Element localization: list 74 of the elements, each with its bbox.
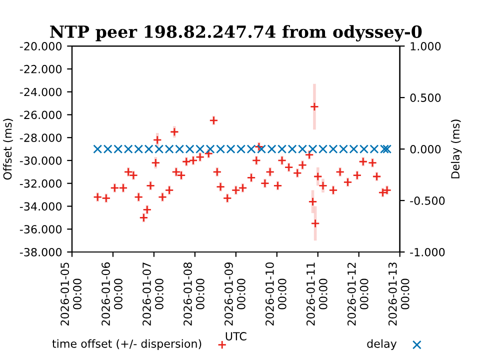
- point: [209, 116, 218, 125]
- x-tick-label: 2026-01-09 00:00: [224, 262, 246, 326]
- y-tick-label: -22.000: [20, 64, 62, 74]
- point: [310, 102, 319, 112]
- legend-label: delay: [367, 339, 397, 350]
- point: [260, 178, 270, 188]
- point: [204, 149, 214, 158]
- y-tick-label: -38.000: [20, 248, 62, 256]
- point: [273, 181, 282, 190]
- point: [284, 162, 294, 172]
- point: [124, 167, 133, 176]
- point: [176, 170, 186, 180]
- point: [212, 167, 222, 176]
- y-tick-label: -26.000: [20, 110, 62, 120]
- x-tick-label: 2026-01-11 00:00: [306, 262, 328, 326]
- point: [310, 218, 320, 228]
- point: [343, 178, 352, 187]
- point: [110, 183, 120, 192]
- point: [292, 168, 302, 178]
- point: [222, 194, 232, 203]
- y2-tick-label: 0.000: [410, 145, 441, 154]
- y-tick-label: -32.000: [20, 179, 62, 188]
- point: [151, 158, 160, 168]
- y2-axis-title: Delay (ms): [450, 120, 462, 178]
- point: [278, 156, 287, 165]
- point: [254, 142, 264, 152]
- point: [298, 160, 308, 170]
- x-tick-label: 2026-01-10 00:00: [266, 262, 286, 326]
- point: [152, 135, 162, 144]
- x-tick-label: 2026-01-08 00:00: [184, 262, 204, 326]
- y2-tick-label: 1.000: [410, 42, 441, 50]
- point: [128, 170, 138, 180]
- point: [336, 167, 345, 176]
- point: [164, 186, 174, 195]
- point: [216, 182, 226, 192]
- point: [352, 170, 362, 180]
- point: [118, 183, 128, 192]
- point: [170, 127, 179, 136]
- point: [304, 150, 314, 160]
- y-tick-label: -34.000: [20, 202, 62, 211]
- y-tick-label: -36.000: [20, 225, 62, 234]
- point: [313, 172, 322, 181]
- point: [266, 167, 275, 176]
- point: [158, 192, 167, 202]
- x-axis-title: UTC: [226, 332, 246, 340]
- point: [146, 181, 156, 190]
- point: [182, 157, 191, 166]
- point: [134, 192, 144, 202]
- x-tick-label: 2026-01-12 00:00: [347, 262, 368, 326]
- legend-label: time offset (+/- dispersion): [52, 339, 202, 350]
- point: [328, 186, 338, 195]
- y-tick-label: -24.000: [20, 88, 62, 96]
- point: [93, 192, 102, 202]
- y-axis-title: Offset (ms): [3, 118, 13, 180]
- point: [246, 173, 256, 182]
- point: [368, 158, 378, 168]
- chart-title: NTP peer 198.82.247.74 from odyssey-0: [50, 25, 422, 42]
- point: [318, 181, 328, 190]
- y2-tick-label: -1.000: [410, 248, 445, 256]
- x-tick-label: 2026-01-06 00:00: [102, 262, 122, 326]
- point: [358, 157, 368, 166]
- point: [102, 194, 111, 203]
- y2-tick-label: 0.500: [410, 94, 441, 102]
- point: [252, 156, 261, 165]
- y-tick-label: -20.000: [20, 42, 62, 50]
- point: [308, 197, 318, 206]
- x-tick-label: 2026-01-05 00:00: [60, 262, 82, 326]
- point: [172, 167, 181, 176]
- x-tick-label: 2026-01-13 00:00: [388, 262, 410, 326]
- y2-tick-label: -0.500: [410, 196, 445, 205]
- y-tick-label: -28.000: [20, 134, 62, 142]
- x-tick-label: 2026-01-07 00:00: [142, 262, 164, 326]
- point: [372, 172, 382, 181]
- y-tick-label: -30.000: [20, 156, 62, 165]
